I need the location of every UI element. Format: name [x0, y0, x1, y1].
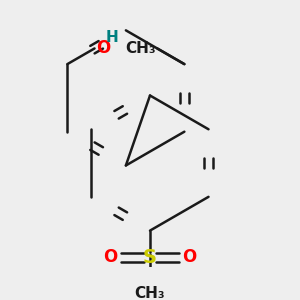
Text: O: O: [96, 39, 110, 57]
Text: O: O: [103, 248, 117, 266]
Text: O: O: [183, 248, 197, 266]
Text: CH₃: CH₃: [135, 286, 165, 300]
Text: S: S: [143, 248, 157, 267]
Text: H: H: [106, 30, 119, 45]
Text: CH₃: CH₃: [125, 41, 156, 56]
